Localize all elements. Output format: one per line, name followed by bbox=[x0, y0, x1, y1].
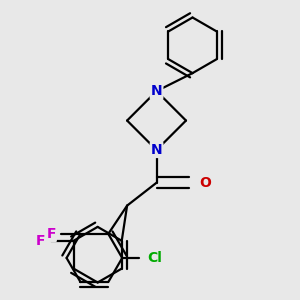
Text: N: N bbox=[151, 143, 162, 157]
Text: O: O bbox=[200, 176, 212, 190]
Text: F: F bbox=[46, 227, 56, 241]
Text: F: F bbox=[36, 234, 46, 248]
Text: N: N bbox=[151, 84, 162, 98]
Text: Cl: Cl bbox=[148, 251, 162, 265]
